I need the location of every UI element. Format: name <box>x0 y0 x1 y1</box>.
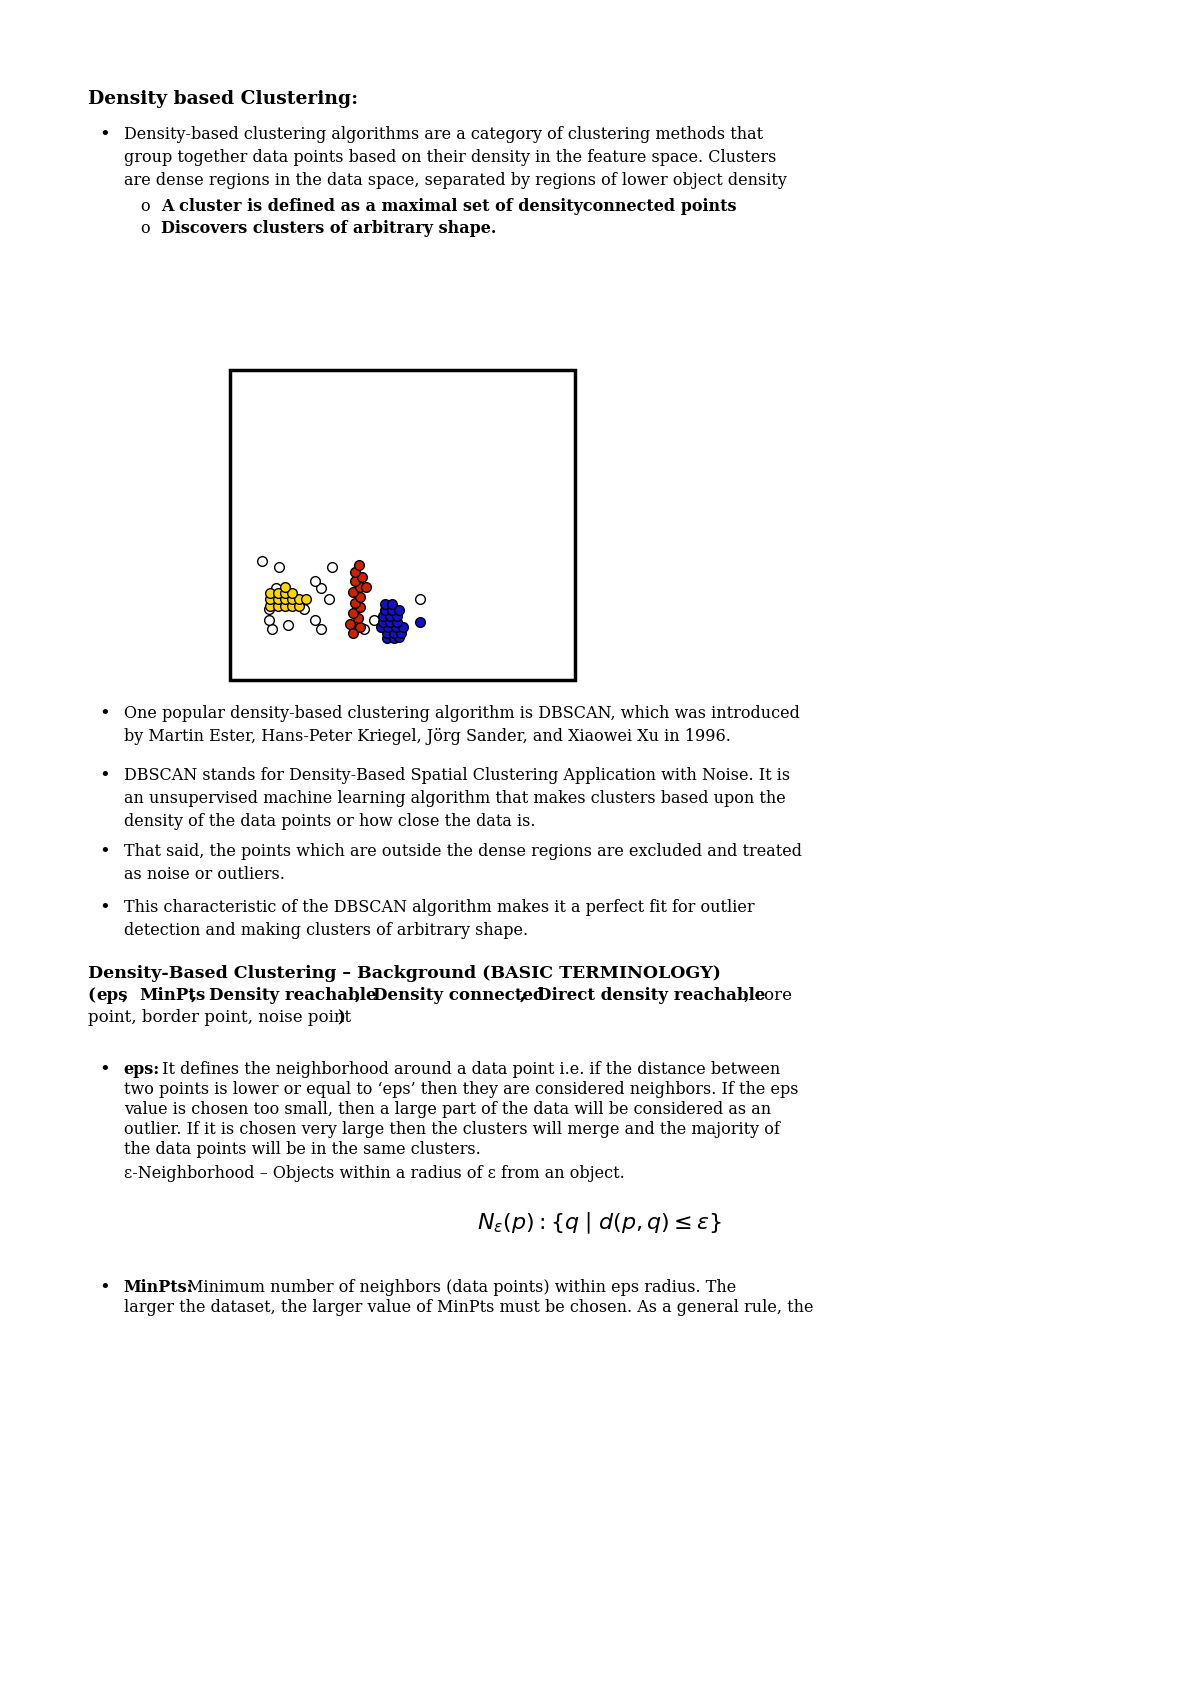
Text: o: o <box>140 220 150 237</box>
Text: A cluster is defined as a maximal set of densityconnected points: A cluster is defined as a maximal set of… <box>161 198 737 215</box>
Text: ,: , <box>122 987 133 1004</box>
Text: Density-based clustering algorithms are a category of clustering methods that
gr: Density-based clustering algorithms are … <box>124 126 786 188</box>
Text: •: • <box>100 706 110 722</box>
Text: That said, the points which are outside the dense regions are excluded and treat: That said, the points which are outside … <box>124 843 802 884</box>
Text: $N_{\varepsilon}(p):\{q\mid d(p,q)\leq\varepsilon\}$: $N_{\varepsilon}(p):\{q\mid d(p,q)\leq\v… <box>478 1211 722 1236</box>
Text: One popular density-based clustering algorithm is DBSCAN, which was introduced
b: One popular density-based clustering alg… <box>124 706 799 745</box>
Text: •: • <box>100 767 110 785</box>
Text: Discovers clusters of arbitrary shape.: Discovers clusters of arbitrary shape. <box>161 220 496 237</box>
Text: eps:: eps: <box>124 1062 160 1079</box>
Text: ,: , <box>191 987 203 1004</box>
Bar <box>230 370 575 680</box>
Text: larger the dataset, the larger value of MinPts must be chosen. As a general rule: larger the dataset, the larger value of … <box>124 1299 814 1316</box>
Text: This characteristic of the DBSCAN algorithm makes it a perfect fit for outlier
d: This characteristic of the DBSCAN algori… <box>124 899 755 940</box>
Text: Density reachable: Density reachable <box>209 987 376 1004</box>
Text: •: • <box>100 1279 110 1297</box>
Text: (: ( <box>88 987 96 1004</box>
Text: •: • <box>100 899 110 918</box>
Text: ): ) <box>337 1009 346 1026</box>
Text: ,: , <box>355 987 367 1004</box>
Text: outlier. If it is chosen very large then the clusters will merge and the majorit: outlier. If it is chosen very large then… <box>124 1121 780 1138</box>
Text: •: • <box>100 126 110 144</box>
Text: Density based Clustering:: Density based Clustering: <box>88 90 358 109</box>
Text: ,: , <box>520 987 532 1004</box>
Text: MinPts:: MinPts: <box>124 1279 193 1296</box>
Text: DBSCAN stands for Density-Based Spatial Clustering Application with Noise. It is: DBSCAN stands for Density-Based Spatial … <box>124 767 790 829</box>
Text: the data points will be in the same clusters.: the data points will be in the same clus… <box>124 1141 480 1158</box>
Text: Density connected: Density connected <box>373 987 545 1004</box>
Text: It defines the neighborhood around a data point i.e. if the distance between: It defines the neighborhood around a dat… <box>157 1062 780 1079</box>
Text: •: • <box>100 1062 110 1079</box>
Text: Direct density reachable: Direct density reachable <box>536 987 766 1004</box>
Text: o: o <box>140 198 150 215</box>
Text: Minimum number of neighbors (data points) within eps radius. The: Minimum number of neighbors (data points… <box>181 1279 736 1296</box>
Text: , core: , core <box>744 987 792 1004</box>
Text: eps: eps <box>96 987 127 1004</box>
Text: •: • <box>100 843 110 862</box>
Text: two points is lower or equal to ‘eps’ then they are considered neighbors. If the: two points is lower or equal to ‘eps’ th… <box>124 1080 798 1097</box>
Text: point, border point, noise point: point, border point, noise point <box>88 1009 350 1026</box>
Text: Density-Based Clustering – Background (BASIC TERMINOLOGY): Density-Based Clustering – Background (B… <box>88 965 720 982</box>
Text: value is chosen too small, then a large part of the data will be considered as a: value is chosen too small, then a large … <box>124 1101 770 1118</box>
Text: ε-Neighborhood – Objects within a radius of ε from an object.: ε-Neighborhood – Objects within a radius… <box>124 1165 624 1182</box>
Text: MinPts: MinPts <box>139 987 205 1004</box>
